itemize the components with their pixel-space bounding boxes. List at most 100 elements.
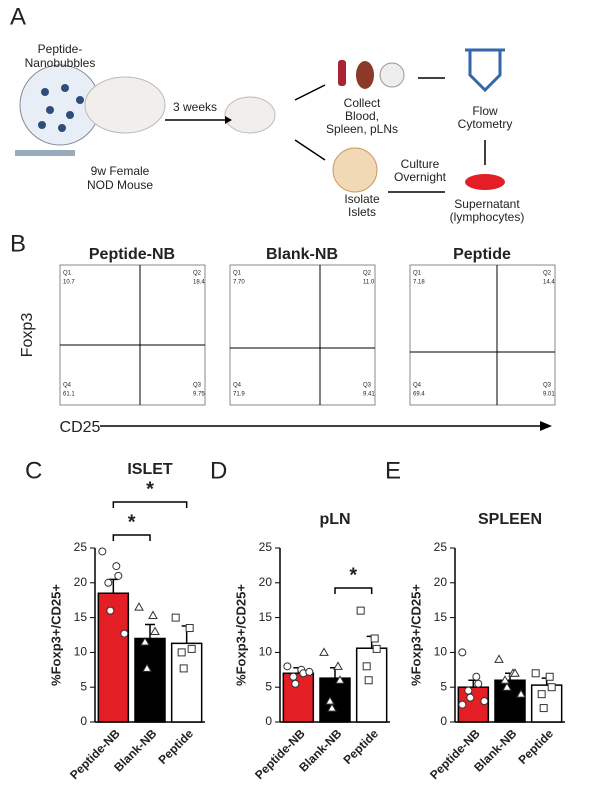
y-tick-label: 5 [80, 679, 87, 693]
quadrant-label: Q3 [363, 383, 372, 389]
y-tick-label: 10 [259, 645, 273, 659]
data-point [510, 668, 520, 677]
chart-title: ISLET [127, 461, 173, 478]
diagram-label: Collect [344, 96, 381, 110]
data-point [362, 662, 371, 671]
mouse [84, 76, 166, 134]
data-point [458, 700, 467, 709]
islet [332, 147, 378, 193]
data-point [364, 676, 373, 685]
data-point [319, 647, 329, 656]
data-point [537, 690, 546, 699]
bar [355, 647, 388, 723]
bar [319, 677, 351, 723]
x-tick-label: Peptide-NB [427, 726, 483, 781]
data-point [289, 672, 298, 681]
y-tick-label: 20 [259, 575, 273, 589]
data-point [283, 662, 292, 671]
y-tick-label: 0 [80, 714, 87, 728]
data-point [305, 667, 314, 676]
quadrant-label: Q2 [193, 271, 202, 277]
bar [170, 642, 203, 723]
diagram-label: Flow [472, 104, 498, 118]
diagram-label: Culture [401, 157, 440, 171]
y-tick-label: 20 [434, 575, 448, 589]
data-point [545, 672, 554, 681]
nanobubbles [38, 84, 84, 132]
y-tick-label: 25 [259, 540, 273, 554]
quadrant-label: Q3 [193, 383, 202, 389]
diagram-label: Spleen, pLNs [326, 122, 398, 136]
y-tick-label: 5 [440, 679, 447, 693]
quadrant-label: 9.75 [193, 392, 205, 398]
diagram-label: 9w Female [91, 164, 150, 178]
chart-title: SPLEEN [478, 511, 542, 528]
y-tick-label: 15 [259, 610, 273, 624]
bar [494, 679, 526, 723]
quadrant-label: Q1 [233, 271, 242, 277]
diagram-label: (lymphocytes) [450, 210, 525, 224]
quadrant-label: 11.0 [363, 280, 375, 286]
y-tick-label: 20 [74, 575, 88, 589]
y-axis-label: %Foxp3+/CD25+ [48, 584, 63, 686]
data-point [333, 661, 343, 670]
plot-frame [59, 264, 206, 406]
data-point [291, 679, 300, 688]
data-point [177, 648, 186, 657]
y-tick-label: 25 [434, 540, 448, 554]
diagram-label: Cytometry [458, 117, 513, 131]
quadrant-label: Q1 [413, 271, 422, 277]
bar [282, 672, 315, 723]
syringe [15, 150, 75, 156]
data-point [134, 602, 144, 611]
significance-bracket [112, 501, 188, 508]
quadrant-label: 10.7 [63, 280, 75, 286]
y-tick-label: 25 [74, 540, 88, 554]
data-point [356, 606, 365, 615]
panel-label: D [210, 457, 227, 484]
arrow [294, 84, 326, 101]
spleen [356, 61, 374, 89]
data-point [335, 675, 345, 684]
data-point [500, 675, 510, 684]
quadrant-label: Q3 [543, 383, 552, 389]
dish [465, 174, 505, 190]
data-point [112, 562, 121, 571]
x-tick-label: Peptide-NB [252, 726, 308, 781]
quadrant-label: 61.1 [63, 392, 75, 398]
data-point [106, 606, 115, 615]
bar [134, 637, 166, 723]
blood-tube [338, 60, 346, 86]
data-point [148, 610, 158, 620]
y-tick-label: 10 [74, 645, 88, 659]
plot-title: Blank-NB [266, 246, 338, 263]
quadrant-label: Q4 [233, 383, 242, 389]
data-point [370, 634, 379, 643]
data-point [480, 697, 489, 706]
error-bar [145, 623, 155, 639]
quadrant-label: Q2 [543, 271, 552, 277]
data-point [171, 613, 180, 622]
arrowhead [540, 421, 552, 431]
y-axis-label: %Foxp3+/CD25+ [233, 584, 248, 686]
quadrant-label: 7.70 [233, 280, 245, 286]
data-point [120, 629, 129, 638]
data-point [372, 644, 381, 653]
diagram-label: Supernatant [454, 197, 520, 211]
quadrant-label: 71.9 [233, 392, 245, 398]
axis-label: CD25 [60, 419, 101, 436]
quadrant-label: 69.4 [413, 392, 425, 398]
significance-bracket [334, 587, 373, 594]
quadrant-label: 9.01 [543, 392, 555, 398]
plot-title: Peptide-NB [89, 246, 175, 263]
data-point [516, 689, 526, 698]
y-tick-label: 0 [265, 714, 272, 728]
data-point [114, 571, 123, 580]
data-point [466, 693, 475, 702]
x-tick-label: Peptide [515, 726, 556, 767]
lymph-node [379, 62, 405, 88]
panel-label: B [10, 230, 26, 257]
data-point [464, 686, 473, 695]
plot-frame [409, 264, 556, 406]
